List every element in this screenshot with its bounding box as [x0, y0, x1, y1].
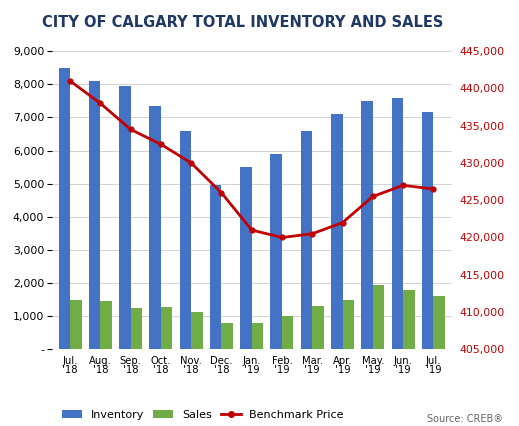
Bar [240, 167, 252, 349]
Bar [301, 131, 312, 349]
Bar [59, 68, 70, 349]
Bar [433, 296, 445, 349]
Benchmark Price [430, 187, 436, 192]
Bar [343, 299, 354, 349]
Benchmark Price [279, 235, 285, 240]
Line: Benchmark Price: Benchmark Price [67, 78, 436, 240]
Bar [180, 131, 191, 349]
Bar [403, 290, 415, 349]
Text: CITY OF CALGARY TOTAL INVENTORY AND SALES: CITY OF CALGARY TOTAL INVENTORY AND SALE… [42, 15, 443, 30]
Benchmark Price [370, 194, 376, 199]
Benchmark Price [188, 161, 194, 166]
Bar [210, 185, 222, 349]
Benchmark Price [158, 142, 164, 147]
Benchmark Price [249, 227, 255, 233]
Bar [422, 112, 433, 349]
Bar [282, 316, 294, 349]
Bar [191, 312, 203, 349]
Bar [252, 323, 263, 349]
Bar [119, 86, 131, 349]
Text: Source: CREB®: Source: CREB® [428, 414, 503, 424]
Benchmark Price [400, 183, 406, 188]
Bar [70, 299, 81, 349]
Bar [222, 323, 233, 349]
Benchmark Price [309, 231, 316, 236]
Bar [373, 285, 384, 349]
Bar [89, 81, 100, 349]
Bar [331, 114, 343, 349]
Bar [131, 308, 142, 349]
Legend: Inventory, Sales, Benchmark Price: Inventory, Sales, Benchmark Price [58, 405, 348, 424]
Benchmark Price [67, 78, 73, 83]
Bar [361, 101, 373, 349]
Bar [100, 301, 112, 349]
Bar [270, 154, 282, 349]
Benchmark Price [218, 190, 225, 196]
Bar [149, 106, 161, 349]
Bar [161, 307, 172, 349]
Benchmark Price [97, 101, 103, 106]
Benchmark Price [128, 127, 134, 132]
Bar [392, 98, 403, 349]
Benchmark Price [339, 220, 346, 225]
Bar [312, 306, 324, 349]
